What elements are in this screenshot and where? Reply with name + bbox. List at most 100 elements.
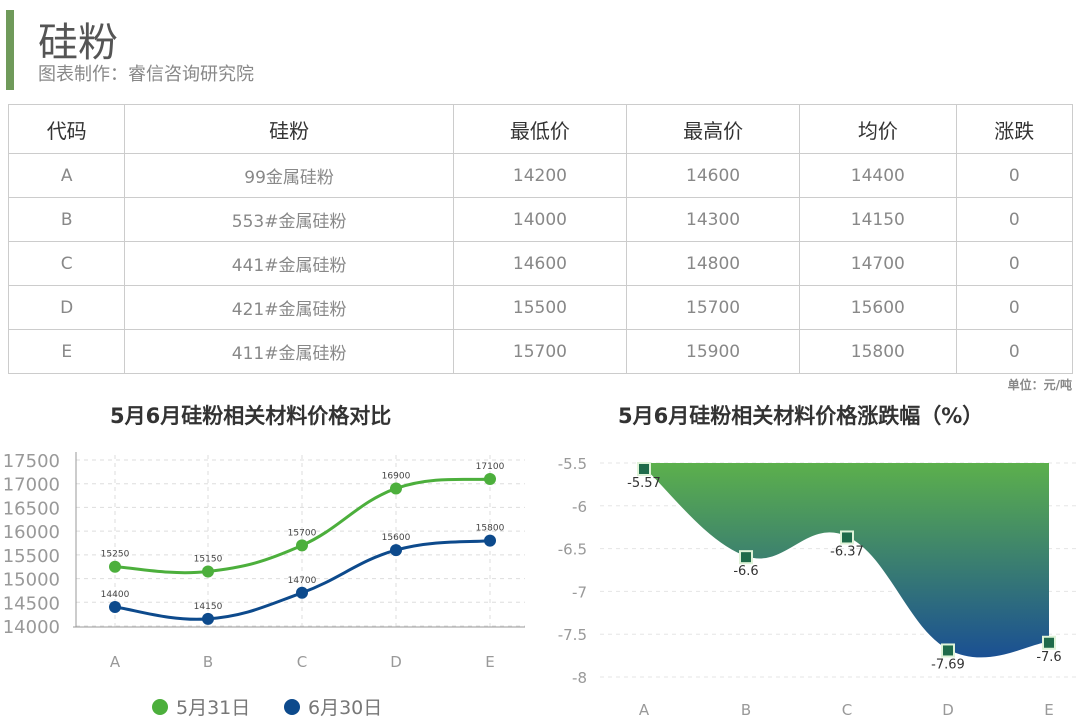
y-tick-label: 14000 (3, 617, 60, 638)
y-tick-label: -6.5 (558, 541, 587, 559)
x-tick-label: E (485, 653, 494, 671)
table-cell: 14300 (625, 197, 801, 242)
y-tick-label: -5.5 (558, 455, 587, 473)
page-title: 硅粉 (38, 20, 118, 66)
data-label: 17100 (476, 462, 505, 472)
x-tick-label: D (942, 701, 954, 719)
table-cell: D (7, 285, 126, 330)
data-label: 14400 (101, 590, 130, 600)
data-point (296, 539, 308, 552)
column-header: 均价 (799, 104, 957, 154)
data-label: 15600 (382, 533, 411, 543)
y-tick-label: -7.5 (558, 626, 587, 644)
data-point (109, 560, 121, 573)
legend-marker (284, 699, 300, 715)
table-row: E 411#金属硅粉 15700 15900 15800 0 (7, 329, 1074, 374)
legend-label: 6月30日 (308, 697, 382, 719)
data-label: 14700 (288, 576, 317, 586)
data-label: 15800 (476, 524, 505, 534)
legend-marker (152, 699, 168, 715)
accent-bar (6, 10, 14, 90)
x-tick-label: D (390, 653, 402, 671)
table-cell: A (7, 153, 126, 198)
x-tick-label: A (110, 653, 121, 671)
y-tick-label: 17500 (3, 451, 60, 472)
column-header: 涨跌 (955, 104, 1074, 154)
data-point (484, 472, 496, 485)
column-header: 代码 (7, 104, 126, 154)
column-header: 硅粉 (124, 104, 454, 154)
chart-title-right: 5月6月硅粉相关材料价格涨跌幅（%） (618, 404, 984, 428)
data-point (484, 534, 496, 547)
y-tick-label: 15500 (3, 546, 60, 567)
data-point (202, 565, 214, 578)
table-row: B 553#金属硅粉 14000 14300 14150 0 (7, 197, 1074, 242)
table-cell: 421#金属硅粉 (124, 285, 454, 330)
data-label: -6.37 (830, 544, 864, 559)
table-cell: 15800 (799, 329, 957, 374)
data-label: -7.6 (1036, 650, 1061, 665)
legend-label: 5月31日 (176, 697, 250, 719)
x-tick-label: A (639, 701, 650, 719)
data-point (637, 461, 651, 476)
data-label: -7.69 (931, 657, 965, 672)
unit-label: 单位：元/吨 (1007, 378, 1072, 392)
area-fill (644, 463, 1049, 659)
table-cell: 15700 (625, 285, 801, 330)
data-point (739, 550, 753, 565)
y-tick-label: 16500 (3, 498, 60, 519)
column-header: 最低价 (452, 104, 628, 154)
y-tick-label: 17000 (3, 475, 60, 496)
table-cell: 0 (955, 153, 1074, 198)
series-line (114, 477, 491, 575)
data-point (1042, 635, 1056, 650)
data-point (390, 482, 402, 495)
data-point (202, 612, 214, 625)
table-cell: 411#金属硅粉 (124, 329, 454, 374)
table-cell: 14150 (799, 197, 957, 242)
data-label: 15150 (194, 554, 223, 564)
data-point (109, 601, 121, 614)
y-tick-label: -7 (572, 583, 587, 601)
y-tick-label: -8 (572, 669, 587, 687)
table-cell: 15600 (799, 285, 957, 330)
table-cell: 15700 (452, 329, 628, 374)
table-cell: C (7, 241, 126, 286)
price-table: 代码 硅粉 最低价 最高价 均价 涨跌 A 99金属硅粉 14200 14600 14400 0 B 55… (7, 104, 1074, 374)
table-cell: 0 (955, 329, 1074, 374)
table-cell: 14600 (625, 153, 801, 198)
data-label: 16900 (382, 471, 411, 481)
table-cell: 14600 (452, 241, 628, 286)
table-cell: 553#金属硅粉 (124, 197, 454, 242)
table-cell: 14000 (452, 197, 628, 242)
data-point (296, 586, 308, 599)
x-tick-label: C (842, 701, 852, 719)
y-tick-label: -6 (572, 498, 587, 516)
table-cell: E (7, 329, 126, 374)
table-row: D 421#金属硅粉 15500 15700 15600 0 (7, 285, 1074, 330)
x-tick-label: B (203, 653, 213, 671)
x-tick-label: B (741, 701, 751, 719)
table-cell: 14800 (625, 241, 801, 286)
data-label: 14150 (194, 602, 223, 612)
table-cell: 99金属硅粉 (124, 153, 454, 198)
data-label: -6.6 (733, 564, 758, 579)
chart-title-left: 5月6月硅粉相关材料价格对比 (110, 404, 392, 428)
table-cell: 14700 (799, 241, 957, 286)
table-cell: 15900 (625, 329, 801, 374)
table-row: C 441#金属硅粉 14600 14800 14700 0 (7, 241, 1074, 286)
page-subtitle: 图表制作：睿信咨询研究院 (38, 64, 254, 85)
data-point (390, 544, 402, 557)
data-label: 15700 (288, 528, 317, 538)
column-header: 最高价 (625, 104, 801, 154)
table-row: A 99金属硅粉 14200 14600 14400 0 (7, 153, 1074, 198)
x-tick-label: C (297, 653, 307, 671)
data-point (941, 643, 955, 658)
data-label: 15250 (101, 550, 130, 560)
y-tick-label: 16000 (3, 522, 60, 543)
y-tick-label: 15000 (3, 570, 60, 591)
x-tick-label: E (1044, 701, 1053, 719)
data-label: -5.57 (627, 476, 661, 491)
y-tick-label: 14500 (3, 593, 60, 614)
